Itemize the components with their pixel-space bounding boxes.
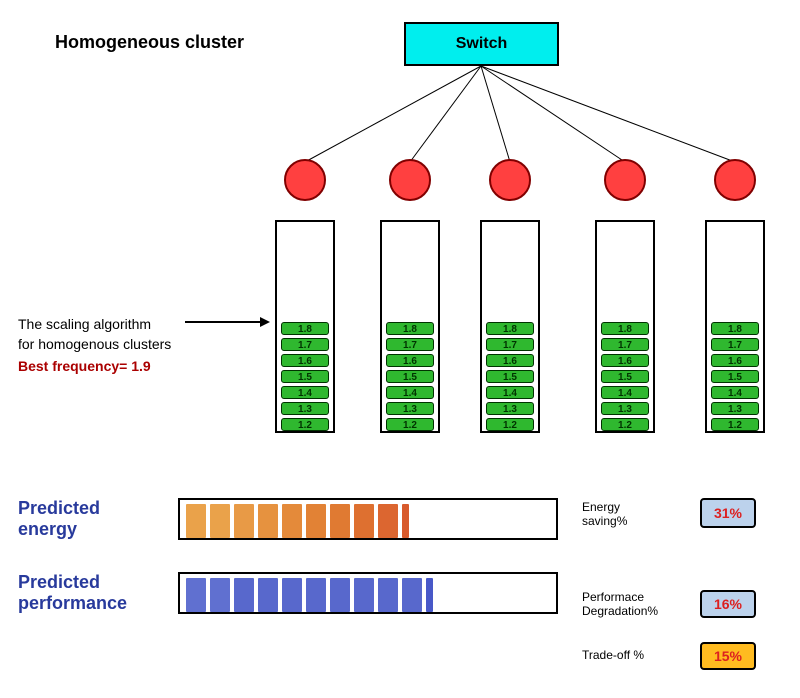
progress-segment bbox=[378, 504, 398, 538]
progress-segment bbox=[306, 504, 326, 538]
frequency-chip: 1.2 bbox=[386, 418, 434, 431]
cluster-node-circle bbox=[714, 159, 756, 201]
predicted-energy-bar bbox=[178, 498, 558, 540]
metric-label: Trade-off % bbox=[582, 648, 644, 662]
switch-node: Switch bbox=[404, 22, 559, 66]
predicted-performance-bar bbox=[178, 572, 558, 614]
frequency-chip: 1.3 bbox=[386, 402, 434, 415]
predicted-performance-label: Predictedperformance bbox=[18, 572, 127, 614]
progress-segment bbox=[354, 504, 374, 538]
frequency-chip: 1.6 bbox=[281, 354, 329, 367]
progress-segment bbox=[378, 578, 398, 612]
frequency-chip: 1.7 bbox=[281, 338, 329, 351]
algorithm-text-line1: The scaling algorithm bbox=[18, 316, 151, 332]
cluster-node-circle bbox=[604, 159, 646, 201]
frequency-chip: 1.4 bbox=[386, 386, 434, 399]
frequency-chip: 1.4 bbox=[711, 386, 759, 399]
progress-segment bbox=[186, 578, 206, 612]
cluster-node-circle bbox=[284, 159, 326, 201]
frequency-chip: 1.6 bbox=[486, 354, 534, 367]
progress-segment bbox=[258, 504, 278, 538]
frequency-chip: 1.6 bbox=[601, 354, 649, 367]
progress-segment bbox=[282, 578, 302, 612]
progress-segment bbox=[306, 578, 326, 612]
frequency-chip: 1.8 bbox=[711, 322, 759, 335]
frequency-chip: 1.2 bbox=[281, 418, 329, 431]
cluster-node-circle bbox=[389, 159, 431, 201]
frequency-chip: 1.5 bbox=[281, 370, 329, 383]
frequency-chip: 1.7 bbox=[486, 338, 534, 351]
predicted-energy-label: Predictedenergy bbox=[18, 498, 100, 540]
progress-segment bbox=[186, 504, 206, 538]
cluster-node-circle bbox=[489, 159, 531, 201]
progress-segment bbox=[258, 578, 278, 612]
frequency-chip: 1.7 bbox=[601, 338, 649, 351]
metric-label: Energysaving% bbox=[582, 500, 627, 528]
progress-segment bbox=[210, 578, 230, 612]
progress-segment-tail bbox=[402, 504, 409, 538]
frequency-chip: 1.8 bbox=[386, 322, 434, 335]
progress-segment bbox=[234, 504, 254, 538]
frequency-chip: 1.3 bbox=[711, 402, 759, 415]
frequency-chip: 1.3 bbox=[486, 402, 534, 415]
progress-segment bbox=[210, 504, 230, 538]
frequency-chip: 1.4 bbox=[486, 386, 534, 399]
metric-value-box: 16% bbox=[700, 590, 756, 618]
frequency-chip: 1.3 bbox=[281, 402, 329, 415]
frequency-chip: 1.3 bbox=[601, 402, 649, 415]
frequency-chip: 1.4 bbox=[601, 386, 649, 399]
progress-segment bbox=[330, 504, 350, 538]
progress-segment-tail bbox=[426, 578, 433, 612]
frequency-chip: 1.6 bbox=[386, 354, 434, 367]
algorithm-text-line2: for homogenous clusters bbox=[18, 336, 171, 352]
frequency-chip: 1.8 bbox=[486, 322, 534, 335]
frequency-chip: 1.5 bbox=[711, 370, 759, 383]
frequency-chip: 1.2 bbox=[711, 418, 759, 431]
metric-label: PerformaceDegradation% bbox=[582, 590, 658, 618]
progress-segment bbox=[234, 578, 254, 612]
frequency-chip: 1.5 bbox=[386, 370, 434, 383]
switch-label: Switch bbox=[456, 35, 508, 53]
frequency-chip: 1.5 bbox=[601, 370, 649, 383]
progress-segment bbox=[402, 578, 422, 612]
frequency-chip: 1.6 bbox=[711, 354, 759, 367]
arrow-icon bbox=[185, 314, 272, 330]
frequency-chip: 1.8 bbox=[281, 322, 329, 335]
best-frequency-label: Best frequency= 1.9 bbox=[18, 358, 151, 374]
progress-segment bbox=[282, 504, 302, 538]
metric-value-box: 15% bbox=[700, 642, 756, 670]
progress-segment bbox=[330, 578, 350, 612]
frequency-chip: 1.7 bbox=[386, 338, 434, 351]
frequency-chip: 1.5 bbox=[486, 370, 534, 383]
progress-segment bbox=[354, 578, 374, 612]
frequency-chip: 1.7 bbox=[711, 338, 759, 351]
metric-value-box: 31% bbox=[700, 498, 756, 528]
diagram-title: Homogeneous cluster bbox=[55, 32, 244, 53]
frequency-chip: 1.2 bbox=[486, 418, 534, 431]
frequency-chip: 1.8 bbox=[601, 322, 649, 335]
frequency-chip: 1.2 bbox=[601, 418, 649, 431]
frequency-chip: 1.4 bbox=[281, 386, 329, 399]
